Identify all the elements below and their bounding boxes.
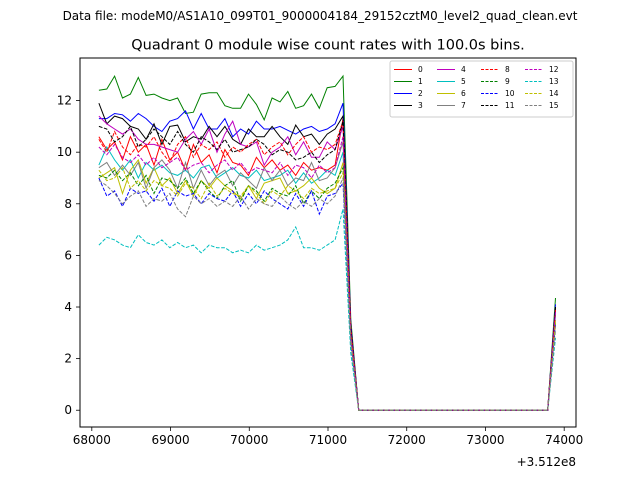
y-tick-label: 12 (57, 94, 72, 108)
series-line-14 (98, 166, 556, 411)
legend-label-0: 0 (418, 65, 423, 74)
x-tick-label: 68000 (73, 433, 111, 447)
series-line-7 (98, 141, 556, 411)
y-tick-label: 6 (64, 248, 72, 262)
series-line-10 (98, 177, 556, 411)
legend-label-9: 9 (505, 77, 510, 86)
legend-label-2: 2 (418, 89, 423, 98)
y-tick-label: 0 (64, 403, 72, 417)
series-line-8 (98, 121, 556, 411)
legend-label-15: 15 (549, 101, 559, 110)
series-line-9 (98, 165, 556, 411)
legend-label-3: 3 (418, 101, 423, 110)
y-tick-label: 10 (57, 145, 72, 159)
series-line-6 (98, 158, 556, 411)
series-line-11 (98, 121, 556, 411)
y-tick-label: 8 (64, 197, 72, 211)
series-line-1 (98, 74, 556, 411)
legend-label-1: 1 (418, 77, 423, 86)
legend-label-5: 5 (461, 77, 466, 86)
series-line-4 (98, 115, 556, 411)
series-line-15 (98, 177, 556, 411)
x-tick-label: 70000 (230, 433, 268, 447)
series-line-5 (98, 145, 556, 411)
y-tick-label: 4 (64, 300, 72, 314)
x-tick-label: 71000 (309, 433, 347, 447)
series-line-3 (98, 103, 556, 411)
series-line-0 (98, 118, 556, 411)
x-tick-label: 72000 (388, 433, 426, 447)
legend-label-13: 13 (549, 77, 559, 86)
legend-label-11: 11 (505, 101, 515, 110)
legend-label-8: 8 (505, 65, 510, 74)
x-tick-label: 74000 (545, 433, 583, 447)
legend-label-4: 4 (461, 65, 466, 74)
legend-label-10: 10 (505, 89, 515, 98)
x-tick-label: 69000 (151, 433, 189, 447)
x-tick-label: 73000 (466, 433, 504, 447)
y-tick-label: 2 (64, 352, 72, 366)
series-layer (98, 74, 556, 411)
legend-label-7: 7 (461, 101, 466, 110)
legend-frame (389, 60, 574, 118)
legend-label-12: 12 (549, 65, 559, 74)
chart-title: Quadrant 0 module wise count rates with … (131, 38, 525, 54)
series-line-12 (98, 136, 556, 411)
series-line-13 (98, 208, 556, 411)
x-axis: 68000 69000 70000 71000 72000 73000 74000 (73, 427, 583, 447)
y-axis: 0 2 4 6 8 10 12 (57, 94, 80, 417)
legend-label-6: 6 (461, 89, 466, 98)
file-suptitle: Data file: modeM0/AS1A10_099T01_90000041… (63, 9, 578, 23)
x-offset-label: +3.512e8 (517, 455, 576, 469)
plot-area: 68000 69000 70000 71000 72000 73000 74000 0 2 4 6… (57, 57, 583, 469)
legend-label-14: 14 (549, 89, 559, 98)
